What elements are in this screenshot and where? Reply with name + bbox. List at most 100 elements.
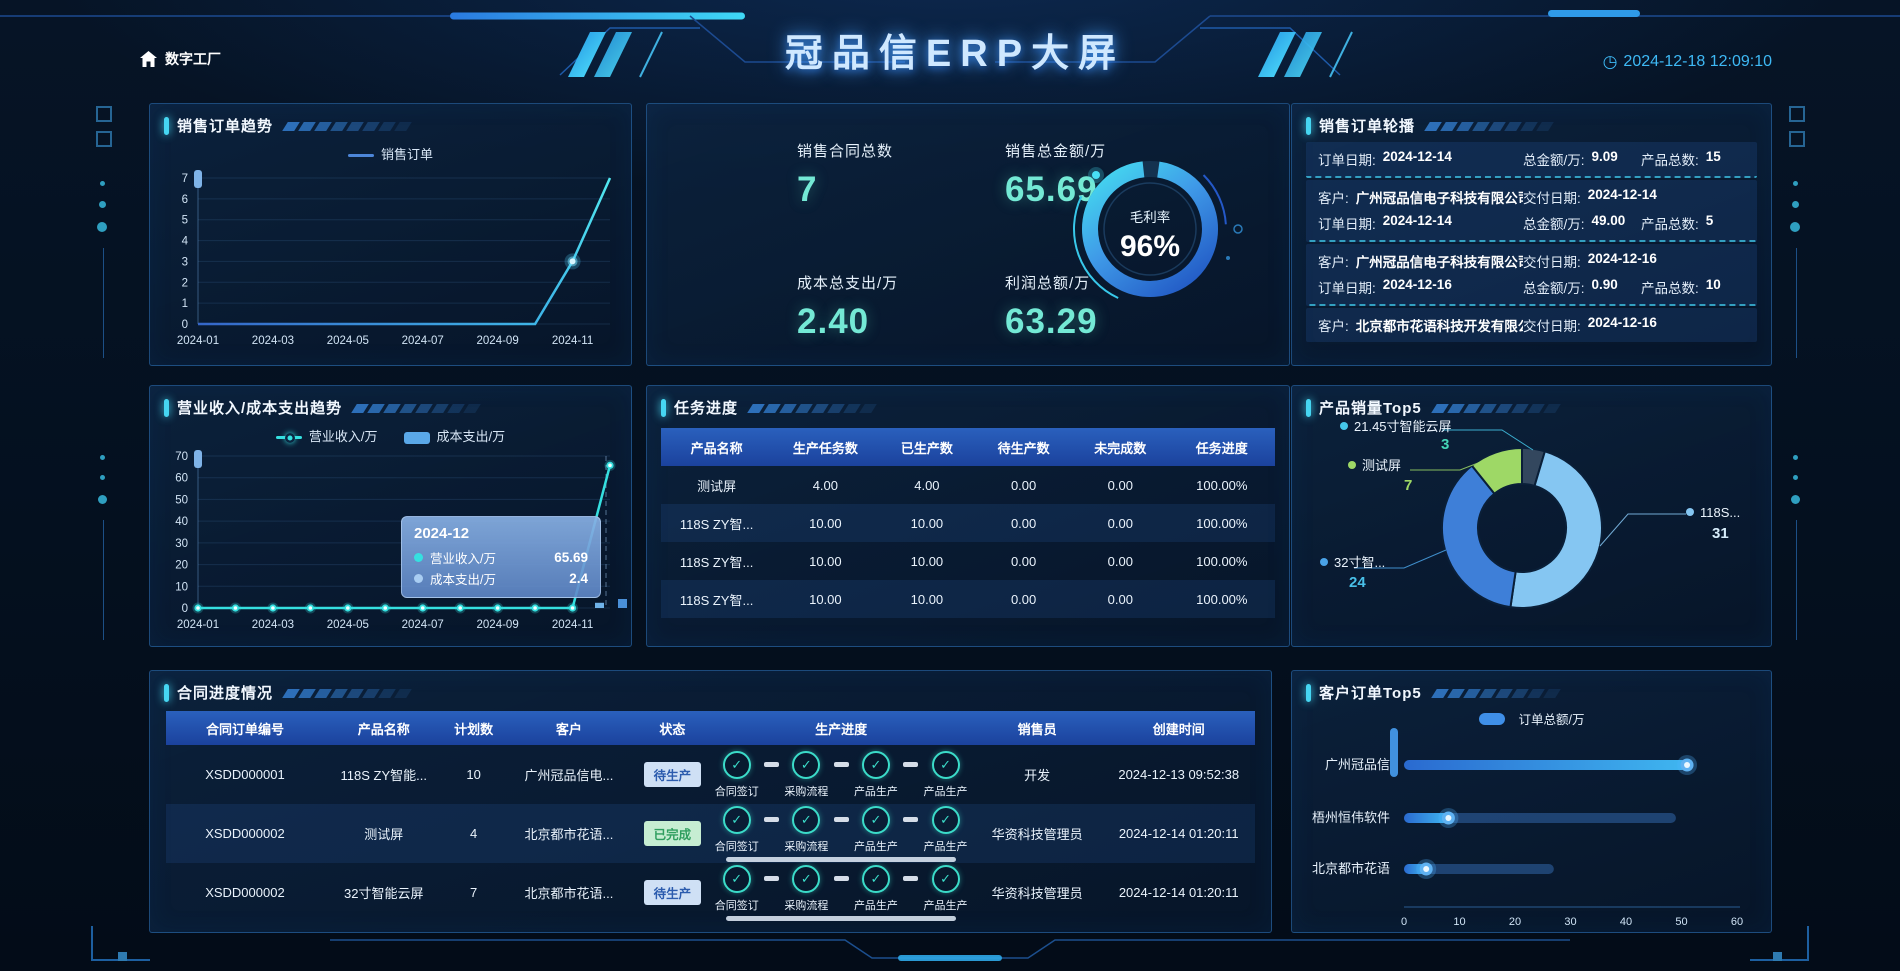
table-cell: 4.00: [914, 477, 940, 493]
table-row: 118S ZY智... 10.00 10.00 0.00 0.00 100.00%: [661, 580, 1275, 618]
svg-text:广州冠品信: 广州冠品信: [1325, 757, 1390, 772]
title-bar: [1306, 683, 1311, 702]
svg-text:6: 6: [182, 194, 188, 206]
production-step: ✓ 合同签订: [710, 864, 763, 913]
carousel-order-line: 订单日期: 2024-12-14 总金额/万: 49.00 产品总数: 5: [1318, 210, 1745, 236]
svg-text:2024-07: 2024-07: [402, 619, 444, 631]
title-bar: [1306, 116, 1311, 135]
donut-label: 32寸智... 24: [1320, 549, 1447, 591]
svg-text:21.45寸智能云屏: 21.45寸智能云屏: [1354, 419, 1452, 434]
production-step: ✓ 合同签订: [710, 750, 763, 799]
customer-field: 客户: 广州冠品信电子科技有限公司: [1318, 187, 1523, 207]
amount-value: 9.09: [1591, 149, 1618, 164]
svg-text:3: 3: [182, 256, 188, 268]
step-label: 合同签订: [714, 840, 759, 853]
legend-item-order-total[interactable]: 订单总额/万: [1518, 713, 1585, 727]
svg-text:2024-03: 2024-03: [252, 619, 294, 631]
task-progress-table: 产品名称 生产任务数 已生产数 待生产数 未完成数 任务进度 测试屏 4.00 4.00 0.00…: [661, 428, 1275, 618]
delivery-label: 交付日期:: [1523, 319, 1581, 334]
column-header: 状态: [659, 721, 686, 737]
table-row: XSDD000001 118S ZY智能... 10 广州冠品信电... 待生产 ✓ 合同签…: [166, 745, 1255, 804]
svg-text:5: 5: [182, 215, 188, 227]
home-button[interactable]: 数字工厂: [140, 49, 221, 69]
step-dash: [833, 816, 849, 822]
svg-text:31: 31: [1712, 525, 1729, 542]
table-cell: 0.00: [1010, 515, 1037, 531]
step-label: 产品生产: [853, 785, 898, 798]
title-bar: [164, 398, 169, 417]
tooltip-title: 2024-12: [414, 525, 470, 542]
revenue-cost-chart: 0 10 20 30 40 50 60 70 2024-01 2024-03 2024-05 2024…: [175, 450, 627, 631]
contract-steps-cell: ✓ 合同签订 ✓ 采购流程 ✓ 产品生产 ✓ 产品生产: [710, 805, 971, 862]
legend-item-cost[interactable]: 成本支出/万: [403, 426, 505, 445]
svg-text:2: 2: [182, 277, 188, 289]
production-step: ✓ 合同签订: [710, 805, 763, 854]
column-header: 客户: [555, 721, 582, 737]
svg-text:30: 30: [175, 538, 188, 550]
column-header: 产品名称: [690, 440, 743, 456]
contract-salesman: 开发: [1024, 768, 1051, 783]
title-slashes-decoration: [351, 404, 482, 413]
panel-task-progress: 任务进度 产品名称 生产任务数 已生产数 待生产数 未完成数 任务进度 测试屏 4.00 4.0…: [646, 385, 1290, 647]
contract-created: 2024-12-14 01:20:11: [1118, 826, 1239, 841]
svg-text:2024-09: 2024-09: [477, 619, 519, 631]
contract-customer: 北京都市花语...: [524, 886, 614, 901]
svg-text:北京都市花语: 北京都市花语: [1312, 861, 1390, 876]
svg-text:20: 20: [1509, 916, 1521, 928]
count-label: 产品总数:: [1641, 153, 1699, 168]
step-label: 采购流程: [784, 785, 829, 798]
table-row: XSDD000002 测试屏 4 北京都市花语... 已完成 ✓ 合同签订 ✓ 采购流程 ✓ 产品生…: [166, 804, 1255, 863]
svg-text:24: 24: [1349, 574, 1366, 591]
svg-text:7: 7: [182, 173, 188, 185]
clock-icon: ◷: [1602, 52, 1618, 71]
count-field: 产品总数: 10: [1641, 277, 1745, 297]
title-bar: [661, 398, 666, 417]
step-label: 采购流程: [784, 840, 829, 853]
panel-title: 产品销量Top5: [1319, 400, 1422, 417]
delivery-label: 交付日期:: [1523, 255, 1581, 270]
column-header: 产品名称: [357, 721, 410, 737]
customer-label: 客户:: [1318, 191, 1349, 206]
delivery-value: 2024-12-16: [1587, 315, 1657, 330]
delivery-value: 2024-12-14: [1587, 187, 1657, 202]
contract-qty: 10: [466, 767, 481, 782]
table-cell: 0.00: [1010, 477, 1037, 493]
svg-text:0: 0: [1401, 916, 1407, 928]
contract-order-no: XSDD000001: [205, 767, 285, 782]
count-field: 产品总数: 5: [1641, 213, 1745, 233]
amount-value: 49.00: [1591, 213, 1626, 228]
steps-scrollbar[interactable]: [726, 856, 957, 862]
legend-item-sales-order[interactable]: 销售订单: [347, 144, 433, 163]
step-dash: [903, 816, 919, 822]
steps-scrollbar[interactable]: [726, 915, 957, 921]
column-header: 销售员: [1017, 721, 1057, 737]
table-cell: 100.00%: [1196, 591, 1248, 607]
amount-value: 0.90: [1591, 277, 1618, 292]
order-date-field: 订单日期: 2024-12-14: [1318, 213, 1523, 233]
customer-field: 客户: 北京都市花语科技开发有限公司: [1318, 315, 1523, 335]
step-check-icon: ✓: [861, 864, 890, 893]
svg-text:2024-11: 2024-11: [552, 619, 593, 631]
chart-vertical-slider[interactable]: [1390, 728, 1398, 777]
order-carousel-list: 订单日期: 2024-12-14 总金额/万: 9.09 产品总数: 15 客户: 广州冠品信…: [1306, 142, 1757, 357]
table-cell: 100.00%: [1196, 515, 1248, 531]
customer-label: 客户:: [1318, 255, 1349, 270]
status-badge: 待生产: [643, 762, 702, 787]
amount-field: 总金额/万: 9.09: [1523, 149, 1641, 169]
svg-text:梧州恒伟软件: 梧州恒伟软件: [1312, 810, 1390, 825]
panel-revenue-cost-trend: 营业收入/成本支出趋势 营业收入/万 成本支出/万 0 10 20 30 40 50 60 7…: [149, 385, 632, 647]
kpi-label: 利润总额/万: [1005, 275, 1091, 292]
customer-label: 客户:: [1318, 319, 1349, 334]
amount-label: 总金额/万:: [1523, 153, 1585, 168]
cost-dot-icon: [414, 574, 423, 583]
panel-product-sales-top5: 产品销量Top5 21.45寸智能云屏 3 118S... 31 32寸智... 24 测试…: [1291, 385, 1772, 647]
title-slashes-decoration: [1424, 122, 1555, 131]
order-date-label: 订单日期:: [1318, 281, 1376, 296]
legend-item-revenue[interactable]: 营业收入/万: [275, 426, 378, 445]
panel-order-carousel: 销售订单轮播 订单日期: 2024-12-14 总金额/万: 9.09 产品总数: 15 客…: [1291, 103, 1772, 366]
svg-text:32寸智...: 32寸智...: [1334, 555, 1385, 570]
table-cell: 0.00: [1107, 515, 1133, 531]
amount-field: 总金额/万: 0.90: [1523, 277, 1641, 297]
production-step: ✓ 产品生产: [850, 805, 903, 854]
column-header: 生产进度: [815, 721, 868, 737]
